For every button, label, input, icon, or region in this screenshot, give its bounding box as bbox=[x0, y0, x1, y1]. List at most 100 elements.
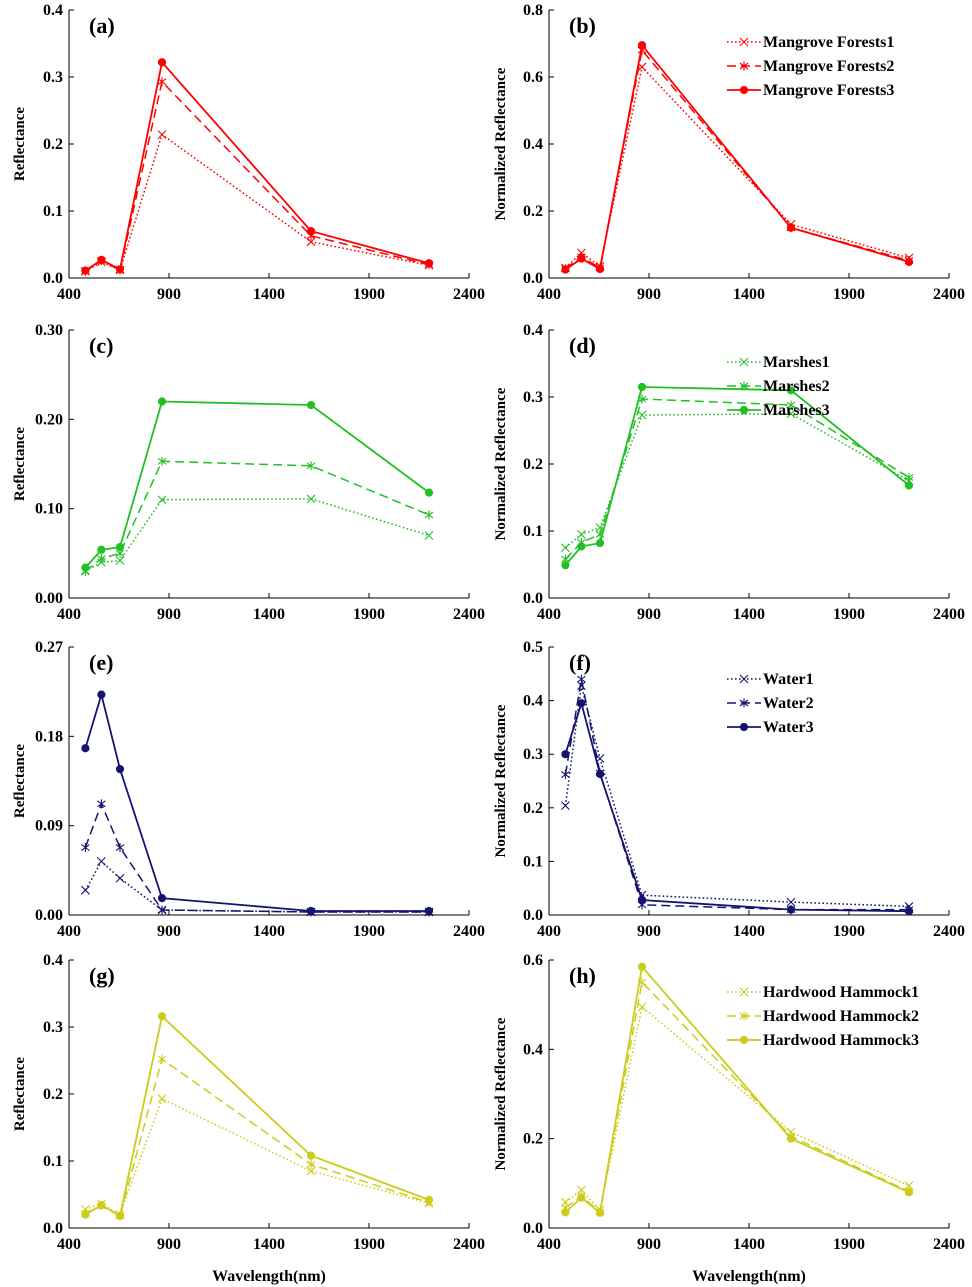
x-tick-label: 900 bbox=[157, 286, 181, 303]
series-3 bbox=[81, 1012, 434, 1221]
y-tick-label: 0.2 bbox=[43, 136, 63, 153]
y-tick-label: 0.0 bbox=[523, 1220, 543, 1237]
legend-marker bbox=[739, 357, 749, 367]
data-point bbox=[561, 801, 570, 811]
y-tick-label: 0.3 bbox=[43, 69, 63, 86]
series-line bbox=[85, 498, 430, 572]
legend-label: Mangrove Forests3 bbox=[763, 82, 894, 99]
series-line bbox=[564, 386, 910, 566]
data-point bbox=[306, 1159, 316, 1169]
y-tick-label: 0.2 bbox=[523, 203, 543, 220]
y-tick-label: 0.3 bbox=[523, 389, 543, 406]
data-point bbox=[157, 130, 167, 140]
x-tick-label: 400 bbox=[537, 1236, 561, 1253]
panel-g: 400 900 1400 1900 2400 0.0 0.1 0.2 0.3 0.4 Reflect… bbox=[12, 952, 485, 1285]
data-point bbox=[157, 1094, 167, 1104]
data-point bbox=[637, 41, 647, 50]
legend-label: Marshes1 bbox=[763, 354, 830, 371]
series-1 bbox=[81, 494, 434, 576]
x-tick-label: 400 bbox=[57, 286, 81, 303]
series-2 bbox=[81, 1054, 434, 1221]
series-2 bbox=[81, 77, 434, 276]
data-point bbox=[424, 906, 434, 916]
panel-e: 400 900 1400 1900 2400 0.00 0.09 0.18 0.27 Reflec… bbox=[12, 639, 485, 940]
data-point bbox=[637, 895, 647, 905]
legend-label: Water3 bbox=[763, 719, 814, 736]
y-axis-label: Normalized Reflectance bbox=[493, 1017, 509, 1170]
data-point bbox=[786, 897, 796, 907]
x-tick-label: 2400 bbox=[933, 286, 965, 303]
x-tick-label: 1900 bbox=[833, 286, 865, 303]
legend-label: Hardwood Hammock2 bbox=[763, 1008, 919, 1025]
data-point bbox=[97, 554, 106, 564]
y-tick-label: 0.09 bbox=[35, 818, 63, 835]
series-line bbox=[564, 700, 910, 913]
series-1 bbox=[561, 1002, 914, 1215]
data-point bbox=[424, 259, 434, 268]
panel-d: 400 900 1400 1900 2400 0.0 0.1 0.2 0.3 0.4 Normali… bbox=[493, 322, 965, 623]
legend-marker bbox=[739, 85, 749, 95]
series-line bbox=[84, 801, 429, 913]
y-tick-label: 0.0 bbox=[43, 1220, 63, 1237]
legend-label: Water1 bbox=[763, 671, 814, 688]
data-point bbox=[595, 1208, 605, 1217]
data-point bbox=[424, 531, 434, 540]
legend-label: Marshes3 bbox=[763, 402, 830, 419]
x-tick-label: 1400 bbox=[253, 286, 285, 303]
data-point bbox=[786, 386, 796, 395]
legend-marker bbox=[739, 61, 749, 71]
y-tick-label: 0.30 bbox=[35, 322, 63, 339]
x-tick-label: 1400 bbox=[253, 923, 285, 940]
x-tick-label: 900 bbox=[637, 1236, 661, 1253]
data-point bbox=[561, 561, 570, 570]
data-point bbox=[904, 1181, 914, 1190]
data-point bbox=[157, 1012, 167, 1021]
data-point bbox=[306, 400, 316, 410]
x-tick-label: 900 bbox=[637, 286, 661, 303]
x-axis-label: Wavelength(nm) bbox=[692, 1268, 806, 1285]
y-tick-label: 0.4 bbox=[523, 693, 543, 710]
series-3 bbox=[81, 690, 434, 916]
data-point bbox=[81, 266, 90, 275]
data-point bbox=[561, 1208, 570, 1217]
series-1 bbox=[561, 409, 914, 553]
panel-label: (a) bbox=[89, 13, 115, 38]
legend-marker bbox=[739, 722, 749, 732]
data-point bbox=[637, 1002, 647, 1012]
data-point bbox=[577, 681, 586, 690]
x-tick-label: 1400 bbox=[253, 606, 285, 623]
legend: Hardwood Hammock1 Hardwood Hammock2 Hardwo… bbox=[727, 984, 919, 1049]
panel-a: 400 900 1400 1900 2400 0.0 0.1 0.2 0.3 0.4 Reflect… bbox=[12, 2, 485, 303]
legend-marker bbox=[739, 987, 749, 997]
y-tick-label: 0.18 bbox=[35, 728, 63, 745]
data-point bbox=[157, 456, 167, 466]
x-tick-label: 900 bbox=[157, 923, 181, 940]
series-2 bbox=[561, 45, 914, 274]
data-point bbox=[577, 699, 586, 708]
series-3 bbox=[561, 382, 914, 570]
x-tick-label: 900 bbox=[157, 1236, 181, 1253]
data-point bbox=[577, 254, 586, 263]
x-tick-label: 1900 bbox=[833, 1236, 865, 1253]
data-point bbox=[595, 769, 605, 779]
y-tick-label: 0.0 bbox=[523, 590, 543, 607]
y-tick-label: 0.1 bbox=[523, 853, 543, 870]
y-tick-label: 0.20 bbox=[35, 411, 63, 428]
x-tick-label: 400 bbox=[537, 286, 561, 303]
data-point bbox=[97, 857, 106, 866]
panel-c: 400 900 1400 1900 2400 0.00 0.10 0.20 0.30 Reflec… bbox=[12, 322, 485, 623]
y-axis-label: Normalized Reflectance bbox=[493, 67, 509, 220]
panel-f: 400 900 1400 1900 2400 0.0 0.1 0.2 0.3 0.4 0.5 Norm… bbox=[493, 639, 965, 940]
series-2 bbox=[561, 394, 914, 564]
legend-marker bbox=[739, 405, 749, 415]
y-tick-label: 0.3 bbox=[523, 746, 543, 763]
y-tick-label: 0.1 bbox=[43, 203, 63, 220]
legend-marker bbox=[739, 1011, 749, 1021]
series-line bbox=[85, 1097, 430, 1216]
y-tick-label: 0.00 bbox=[35, 590, 63, 607]
series-line bbox=[84, 460, 430, 572]
data-point bbox=[115, 873, 125, 883]
x-tick-label: 2400 bbox=[453, 286, 485, 303]
x-tick-label: 2400 bbox=[453, 606, 485, 623]
y-tick-label: 0.0 bbox=[523, 907, 543, 924]
